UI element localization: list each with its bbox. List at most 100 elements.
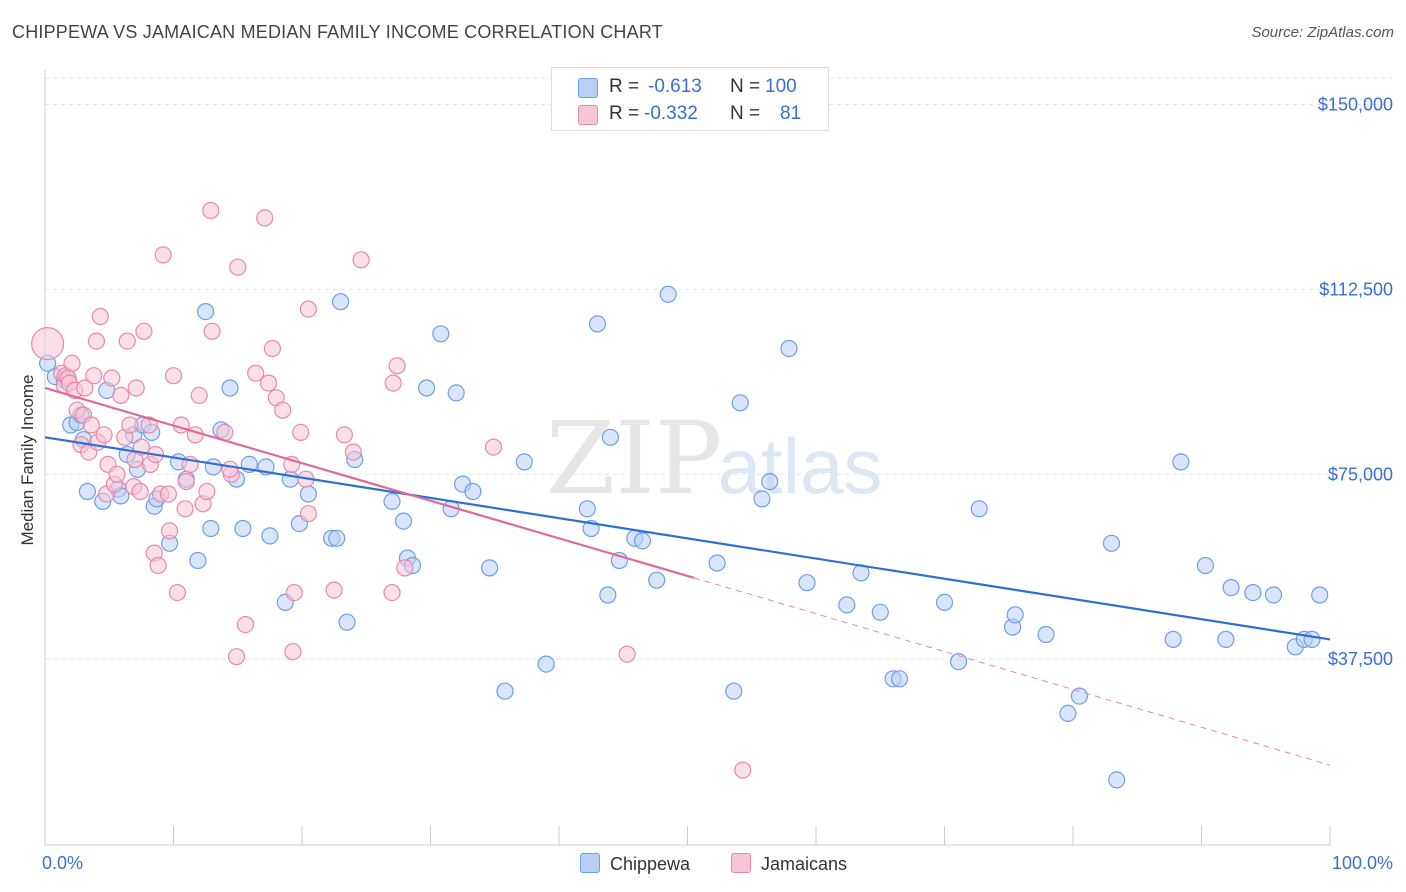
data-point <box>131 482 149 501</box>
data-point <box>108 465 126 483</box>
data-point <box>890 670 909 688</box>
data-point <box>537 655 555 673</box>
series-jamaicans <box>30 201 752 779</box>
data-point <box>76 379 94 397</box>
y-tick-label: $112,500 <box>1319 279 1393 299</box>
legend-item-chippewa[interactable]: Chippewa <box>580 852 690 876</box>
data-point <box>63 354 81 372</box>
data-point <box>285 583 303 602</box>
data-point <box>256 209 274 227</box>
data-point <box>164 367 183 385</box>
data-point <box>949 652 968 671</box>
data-point <box>203 322 221 340</box>
data-point <box>383 583 401 602</box>
data-point <box>332 293 350 311</box>
stats-r-label: R = <box>609 103 640 124</box>
data-point <box>161 522 179 540</box>
legend: Chippewa Jamaicans <box>0 852 1406 876</box>
data-point <box>464 482 482 501</box>
data-point <box>753 490 771 508</box>
data-point <box>221 460 239 478</box>
data-point <box>383 492 401 510</box>
data-point <box>578 500 596 518</box>
data-point <box>384 374 402 392</box>
stats-r-label: R = <box>609 76 640 97</box>
legend-swatch-jamaicans <box>731 853 751 873</box>
x-tick-label: 100.0% <box>1332 853 1393 873</box>
data-point <box>708 554 726 572</box>
stats-r-value: -0.613 <box>648 76 702 97</box>
data-point <box>234 519 252 538</box>
data-point <box>1070 687 1089 705</box>
data-point <box>481 559 499 577</box>
y-tick-label: $150,000 <box>1318 95 1393 115</box>
data-point <box>1006 606 1024 624</box>
legend-label-jamaicans: Jamaicans <box>761 854 848 874</box>
legend-label-chippewa: Chippewa <box>610 854 691 874</box>
data-point <box>838 596 856 614</box>
data-point <box>588 315 607 333</box>
data-point <box>1059 704 1077 723</box>
watermark: ZIP atlas <box>546 400 883 517</box>
watermark-atlas: atlas <box>718 422 883 510</box>
trend-lines <box>44 386 1331 766</box>
data-point <box>299 300 317 318</box>
data-point <box>229 258 247 276</box>
data-point <box>388 357 406 375</box>
data-point <box>731 394 749 412</box>
data-point <box>1222 578 1240 597</box>
data-point <box>1164 630 1182 649</box>
watermark-zip: ZIP <box>546 400 722 517</box>
trend-line <box>44 436 1331 641</box>
data-point <box>221 379 239 397</box>
data-point <box>352 251 370 269</box>
data-point <box>112 386 130 404</box>
data-point <box>618 645 636 663</box>
stats-n-label: N = <box>730 103 761 124</box>
stats-r-value: -0.332 <box>644 103 698 124</box>
data-point <box>335 426 353 444</box>
data-point <box>1311 586 1329 604</box>
data-point <box>970 500 988 518</box>
data-point <box>198 482 216 501</box>
legend-item-jamaicans[interactable]: Jamaicans <box>731 852 847 876</box>
stats-n-value: 100 <box>765 76 797 97</box>
x-tick-label: 0.0% <box>42 853 83 873</box>
data-point <box>496 682 514 700</box>
data-point <box>338 613 356 631</box>
data-point <box>135 322 153 340</box>
data-point <box>299 485 317 503</box>
data-point <box>87 332 106 350</box>
data-point <box>236 615 255 634</box>
data-point <box>292 423 310 441</box>
data-point <box>798 574 816 592</box>
data-point <box>154 246 172 264</box>
data-point <box>91 307 109 326</box>
data-point <box>484 438 503 456</box>
data-point <box>325 581 343 599</box>
trend-line-extension <box>693 577 1331 766</box>
data-point <box>396 559 414 577</box>
y-tick-label: $37,500 <box>1328 649 1393 669</box>
data-point <box>78 482 97 501</box>
stats-n-value: 81 <box>780 103 802 124</box>
axes <box>44 70 1331 846</box>
data-point <box>140 416 158 434</box>
data-point <box>328 529 346 547</box>
chart-source: Source: ZipAtlas.com <box>1251 24 1394 41</box>
data-point <box>725 682 743 700</box>
data-point <box>761 473 779 491</box>
data-point <box>599 586 617 604</box>
data-point <box>1172 453 1190 471</box>
data-point <box>284 643 302 661</box>
data-point <box>95 426 113 444</box>
data-point <box>1264 586 1283 604</box>
data-point <box>394 512 413 530</box>
data-point <box>168 583 186 602</box>
data-point <box>274 401 292 419</box>
data-point <box>299 505 317 523</box>
data-point <box>515 453 533 471</box>
data-point <box>418 379 436 397</box>
grid-lines <box>45 77 1392 660</box>
